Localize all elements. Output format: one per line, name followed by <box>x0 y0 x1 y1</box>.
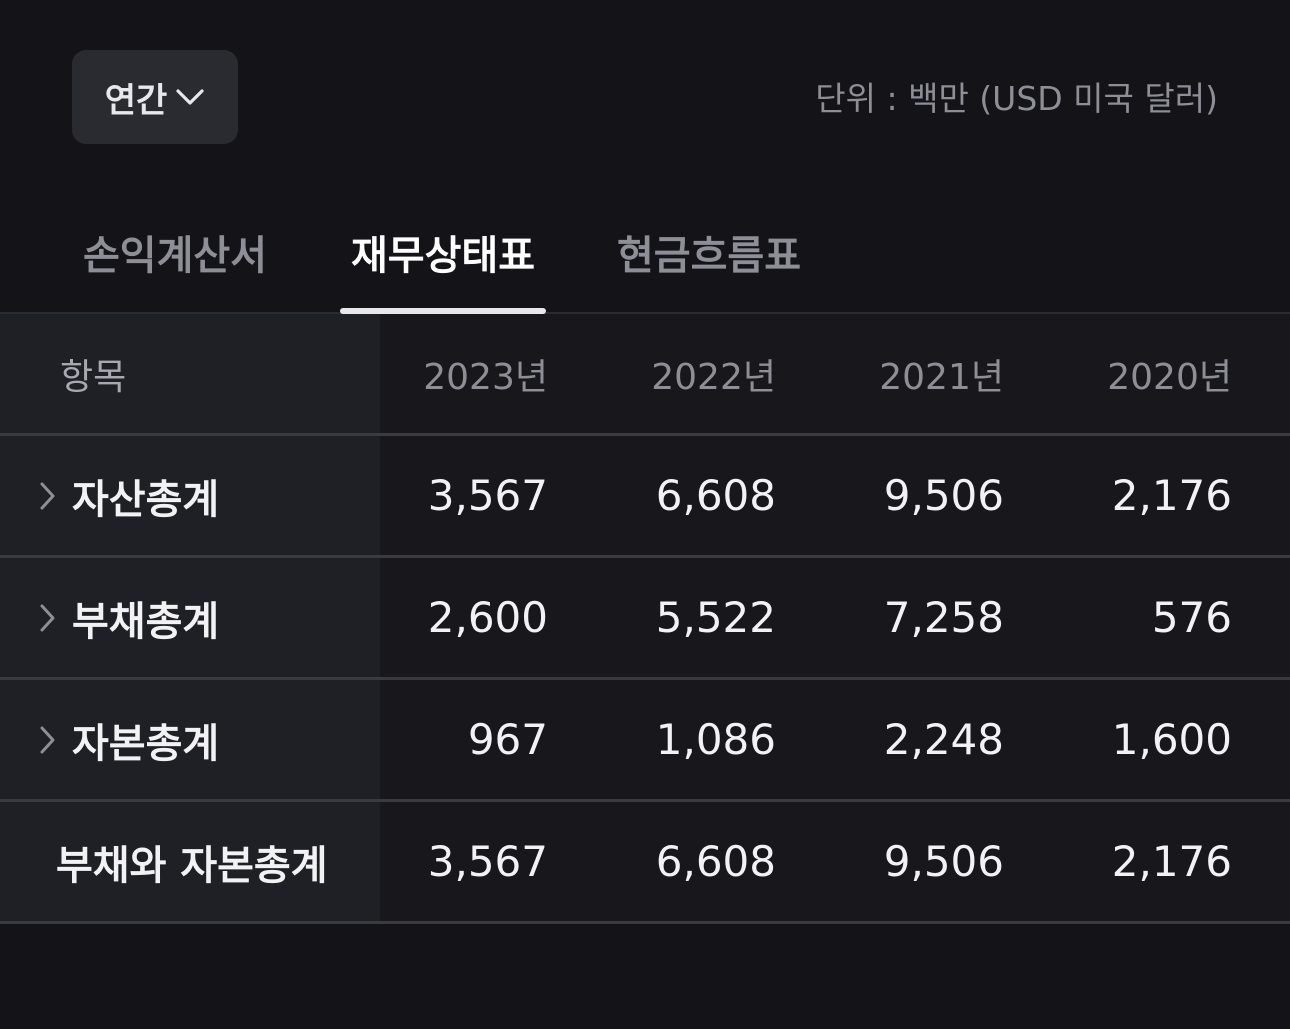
column-header-item: 항목 <box>60 356 127 398</box>
cell-value: 2,248 <box>883 715 1004 764</box>
period-dropdown-label: 연간 <box>104 80 168 121</box>
balance-sheet-table: 항목 2023년 2022년 2021년 2020년 자산총계 3,567 6,… <box>0 314 1290 924</box>
bottom-spacer <box>0 930 1290 1029</box>
cell-value: 2,176 <box>1111 471 1232 520</box>
cell-value: 6,608 <box>655 471 776 520</box>
tab-balance-sheet[interactable]: 재무상태표 <box>351 233 535 279</box>
cell-value: 7,258 <box>883 593 1004 642</box>
chevron-right-icon[interactable] <box>0 481 72 511</box>
table-row-total-equity[interactable]: 자본총계 967 1,086 2,248 1,600 <box>0 680 1290 802</box>
row-label: 자산총계 <box>72 476 220 523</box>
cell-value: 5,522 <box>655 593 776 642</box>
row-label: 자본총계 <box>72 720 220 767</box>
column-header-year: 2023년 <box>423 356 548 398</box>
chevron-right-icon[interactable] <box>0 725 72 755</box>
period-dropdown[interactable]: 연간 <box>72 50 238 144</box>
cell-value: 6,608 <box>655 837 776 886</box>
cell-value: 2,600 <box>427 593 548 642</box>
cell-value: 576 <box>1151 593 1232 642</box>
tab-income-statement[interactable]: 손익계산서 <box>83 233 267 279</box>
cell-value: 3,567 <box>427 837 548 886</box>
column-header-year: 2020년 <box>1107 356 1232 398</box>
unit-label: 단위 : 백만 (USD 미국 달러) <box>815 79 1218 118</box>
tab-cash-flow[interactable]: 현금흐름표 <box>617 233 801 279</box>
row-label: 부채총계 <box>72 598 220 645</box>
cell-value: 1,600 <box>1111 715 1232 764</box>
table-row-total-liabilities-and-equity: 부채와 자본총계 3,567 6,608 9,506 2,176 <box>0 802 1290 924</box>
column-header-year: 2021년 <box>879 356 1004 398</box>
cell-value: 9,506 <box>883 837 1004 886</box>
table-row-total-liabilities[interactable]: 부채총계 2,600 5,522 7,258 576 <box>0 558 1290 680</box>
column-header-year: 2022년 <box>651 356 776 398</box>
active-tab-indicator <box>340 308 546 314</box>
cell-value: 3,567 <box>427 471 548 520</box>
cell-value: 9,506 <box>883 471 1004 520</box>
row-label: 부채와 자본총계 <box>56 842 328 889</box>
cell-value: 967 <box>467 715 548 764</box>
table-header-row: 항목 2023년 2022년 2021년 2020년 <box>0 314 1290 436</box>
cell-value: 1,086 <box>655 715 776 764</box>
table-row-total-assets[interactable]: 자산총계 3,567 6,608 9,506 2,176 <box>0 436 1290 558</box>
chevron-right-icon[interactable] <box>0 603 72 633</box>
cell-value: 2,176 <box>1111 837 1232 886</box>
chevron-down-icon <box>175 87 205 107</box>
statement-tabs: 손익계산서 재무상태표 현금흐름표 <box>0 190 1290 314</box>
